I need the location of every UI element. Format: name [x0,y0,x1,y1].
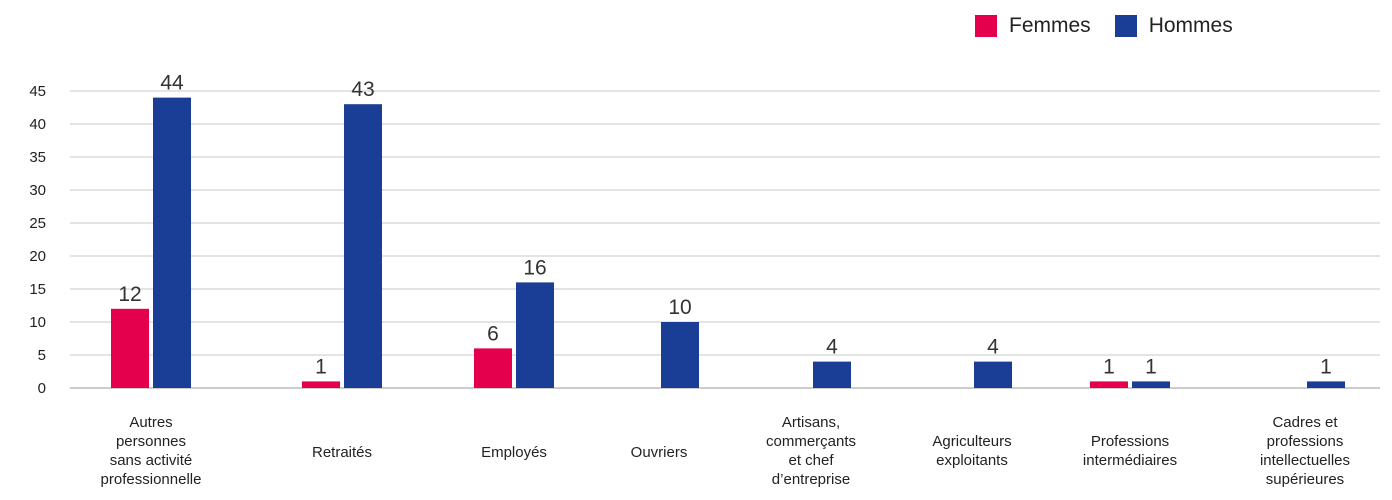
bar-hommes-1 [344,104,382,388]
data-label: 1 [1320,355,1332,378]
bar-hommes-6 [1132,381,1170,388]
x-category-label: commerçants [766,433,856,450]
x-category-label: Ouvriers [631,444,688,461]
x-category-label: supérieures [1266,471,1344,488]
y-tick-label: 30 [29,182,46,199]
legend-swatch-hommes [1114,15,1137,37]
data-label: 16 [523,256,546,279]
legend-swatch-femmes [975,15,997,37]
bar-femmes-6 [1090,381,1128,388]
x-category-label: Cadres et [1272,414,1338,431]
data-label: 1 [1145,355,1157,378]
data-label: 44 [160,72,184,95]
data-label: 10 [668,296,691,319]
x-category-label: d’entreprise [772,471,850,488]
data-label: 1 [1103,355,1115,378]
bar-hommes-2 [516,282,554,388]
y-tick-label: 5 [38,347,46,364]
x-category-label: sans activité [110,452,193,469]
data-label: 4 [826,336,838,359]
bar-femmes-0 [111,308,149,388]
bar-femmes-1 [302,381,340,388]
bar-hommes-5 [974,361,1012,388]
data-label: 12 [118,283,141,306]
bar-hommes-4 [813,361,851,388]
y-tick-label: 15 [29,281,46,298]
y-tick-label: 10 [29,314,46,331]
legend-label-hommes: Hommes [1148,14,1233,37]
data-label: 6 [487,322,499,345]
x-category-label: Professions [1091,433,1169,450]
x-category-label: personnes [116,433,186,450]
x-category-label: Employés [481,444,547,461]
x-category-label: Autres [129,414,172,431]
data-label: 4 [987,336,999,359]
bar-femmes-2 [474,348,512,388]
legend-label-femmes: Femmes [1009,14,1091,37]
bar-hommes-3 [661,322,699,388]
x-category-label: intellectuelles [1260,452,1350,469]
y-tick-label: 20 [29,248,46,265]
x-category-label: Agriculteurs [932,433,1011,450]
x-category-label: professions [1267,433,1344,450]
data-label: 43 [351,78,374,101]
data-label: 1 [315,355,327,378]
y-tick-label: 45 [29,83,46,100]
x-category-label: professionnelle [101,471,202,488]
chart-legend: Femmes Hommes [975,14,1257,38]
x-category-label: exploitants [936,452,1008,469]
y-tick-label: 35 [29,149,46,166]
x-category-label: et chef [788,452,834,469]
y-tick-label: 40 [29,116,46,133]
x-category-label: Retraités [312,444,372,461]
y-tick-label: 0 [38,380,46,397]
x-category-label: Artisans, [782,414,840,431]
y-tick-label: 25 [29,215,46,232]
bar-hommes-7 [1307,381,1345,388]
x-category-label: intermédiaires [1083,452,1177,469]
legend-item-femmes: Femmes [975,14,1091,38]
bar-hommes-0 [153,97,191,388]
legend-item-hommes: Hommes [1114,14,1233,38]
